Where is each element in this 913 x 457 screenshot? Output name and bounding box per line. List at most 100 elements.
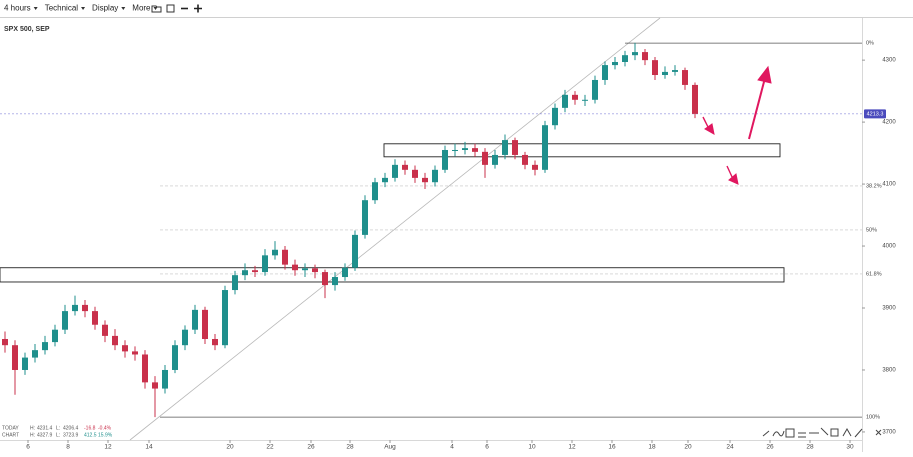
x-tick-label: 4 [450, 444, 454, 451]
arrow-up [748, 77, 766, 140]
y-tick-label: 4100 [882, 182, 896, 188]
candle-body [672, 70, 678, 72]
candle-body [482, 151, 488, 165]
save-icon[interactable] [166, 4, 175, 13]
x-tick-label: 12 [568, 444, 576, 451]
candle-body [282, 249, 288, 265]
tool-fib[interactable] [785, 428, 795, 438]
dropdown-caret [81, 7, 86, 10]
candle-body [492, 154, 498, 165]
candle-body [302, 268, 308, 271]
candle-body [632, 52, 638, 56]
candle-body [442, 149, 448, 170]
info-cell: 3723.9 [63, 432, 79, 438]
y-tick-label: 4000 [882, 244, 896, 250]
drawings: 0% 38.2% 50% 61.8% 100% 4213.3 [0, 17, 886, 441]
open-icon[interactable] [151, 5, 162, 13]
zone [383, 143, 781, 158]
x-tick-label: 14 [145, 444, 153, 451]
toolbar-menu[interactable]: 4 hours [4, 4, 31, 13]
candle-body [662, 71, 668, 76]
candle-body [512, 140, 518, 155]
toolbar: 4 hours Technical Display More [4, 4, 158, 13]
y-tick-label: 4300 [882, 58, 896, 64]
tool-curve[interactable] [772, 430, 785, 437]
x-tick-label: 20 [684, 444, 692, 451]
x-tick-label: 10 [528, 444, 536, 451]
arrow-head [757, 65, 772, 84]
instrument-title: SPX 500, SEP [4, 26, 50, 33]
zone [0, 267, 785, 283]
drawing-tools [762, 427, 882, 438]
x-tick-label: 20 [226, 444, 234, 451]
candle-body [502, 140, 508, 155]
candle-body [572, 94, 578, 100]
candle-body [122, 345, 128, 352]
tool-close[interactable] [875, 429, 882, 436]
candle-body [622, 55, 628, 62]
info-cell: 412.5 [84, 432, 97, 438]
candle-body [92, 311, 98, 325]
y-tick-label: 4200 [882, 120, 896, 126]
candle-body [342, 267, 348, 278]
x-tick-label: 16 [608, 444, 616, 451]
candle-body [232, 275, 238, 291]
info-cell: L: [56, 425, 60, 431]
x-tick-label: 18 [648, 444, 656, 451]
candle-body [22, 357, 28, 370]
candle-body [402, 164, 408, 170]
x-tick-label: 26 [766, 444, 774, 451]
candle-body [112, 335, 118, 346]
toolbar-menu[interactable]: Display [92, 4, 118, 13]
arrow-head [728, 173, 739, 185]
candle-body [162, 369, 168, 389]
info-cell: 4327.9 [37, 432, 53, 438]
candle-body [242, 270, 248, 276]
candle-body [132, 351, 138, 355]
candle-body [382, 177, 388, 183]
candle-body [292, 264, 298, 271]
candle-body [412, 169, 418, 178]
x-tick-label: 6 [26, 444, 30, 451]
candle-body [82, 304, 88, 312]
info-cell: 4206.4 [63, 425, 79, 431]
tool-rect[interactable] [830, 428, 839, 437]
candle-body [222, 290, 228, 346]
candle-body [652, 60, 658, 76]
candle-body [642, 52, 648, 61]
candle-body [52, 329, 58, 343]
candle-body [102, 324, 108, 336]
tool-lines[interactable] [798, 432, 806, 438]
zoom-in-icon[interactable] [194, 4, 202, 13]
info-cell: 4231.4 [37, 425, 53, 431]
candle-body [452, 149, 458, 151]
candle-body [142, 354, 148, 383]
toolbar-menu[interactable]: More [132, 4, 151, 13]
candle-body [182, 329, 188, 346]
tool-text[interactable] [842, 427, 852, 437]
candle-body [562, 94, 568, 108]
x-tick-label: 12 [104, 444, 112, 451]
current-price-tag [864, 109, 886, 119]
candle-body [592, 79, 598, 100]
dropdown-caret [121, 7, 126, 10]
candle-body [422, 177, 428, 183]
candle-body [432, 169, 438, 183]
toolbar-menu[interactable]: Technical [45, 4, 79, 13]
fib-label: 50% [866, 227, 877, 233]
tool-ray[interactable] [820, 427, 829, 436]
candle-body [392, 164, 398, 178]
candle-body [62, 311, 68, 330]
candle-body [2, 338, 8, 346]
y-tick-label: 3900 [882, 306, 896, 312]
candle-body [192, 309, 198, 330]
candle-body [72, 304, 78, 312]
info-cell: 15.9% [98, 432, 113, 438]
candle-body [462, 148, 468, 150]
grid: 3700 3800 3900 4000 4100 4200 4300 6 8 12 14 20 22 26… [26, 58, 896, 451]
tool-line[interactable] [854, 428, 863, 438]
info-cell: -16.8 [84, 425, 96, 431]
tool-pencil[interactable] [762, 430, 770, 437]
